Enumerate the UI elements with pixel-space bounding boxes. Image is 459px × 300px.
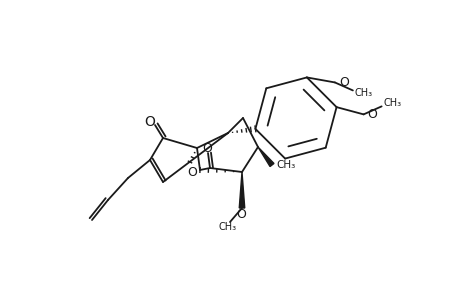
Text: O: O: [144, 115, 155, 129]
Text: O: O: [367, 108, 377, 121]
Text: CH₃: CH₃: [218, 222, 236, 232]
Text: CH₃: CH₃: [275, 160, 295, 170]
Text: O: O: [187, 167, 196, 179]
Text: CH₃: CH₃: [383, 98, 401, 108]
Text: CH₃: CH₃: [354, 88, 372, 98]
Polygon shape: [239, 172, 244, 208]
Text: O: O: [235, 208, 246, 220]
Polygon shape: [257, 147, 274, 167]
Text: O: O: [338, 76, 348, 89]
Text: O: O: [202, 142, 212, 154]
